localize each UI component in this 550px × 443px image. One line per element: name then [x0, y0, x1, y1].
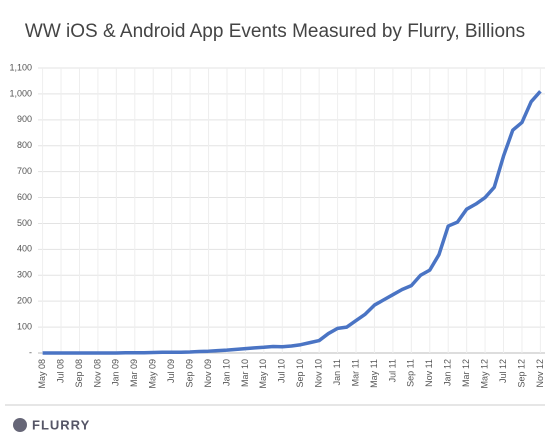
y-tick-label: 600 [17, 192, 32, 202]
y-tick-label: 500 [17, 218, 32, 228]
x-tick-label: May 09 [148, 359, 158, 389]
x-tick-label: Jul 09 [166, 359, 176, 383]
x-tick-label: Mar 11 [350, 359, 360, 386]
x-tick-label: Sep 11 [406, 359, 416, 387]
x-tick-label: Nov 09 [203, 359, 213, 388]
x-tick-label: Sep 10 [295, 359, 305, 388]
y-tick-label: 700 [17, 166, 32, 176]
x-tick-label: Sep 08 [74, 359, 84, 388]
y-tick-label: 200 [17, 296, 32, 306]
logo-icon [13, 418, 27, 432]
x-tick-label: May 08 [37, 359, 47, 389]
x-tick-label: May 11 [369, 359, 379, 388]
data-line [42, 90, 542, 355]
x-tick-label: Nov 11 [424, 359, 434, 387]
x-tick-label: Nov 08 [92, 359, 102, 388]
x-tick-label: Jan 09 [111, 359, 121, 386]
x-tick-label: Jan 10 [221, 359, 231, 386]
x-tick-label: Nov 10 [314, 359, 324, 388]
y-tick-label: - [29, 347, 32, 357]
x-tick-label: Nov 12 [535, 359, 545, 388]
x-tick-label: Jan 11 [332, 359, 342, 385]
y-tick-label: 400 [17, 244, 32, 254]
x-tick-label: Jul 12 [498, 359, 508, 383]
y-tick-label: 100 [17, 321, 32, 331]
x-tick-label: Mar 10 [240, 359, 250, 387]
x-tick-label: Jul 10 [277, 359, 287, 383]
logo: FLURRY [32, 417, 90, 432]
y-tick-label: 800 [17, 140, 32, 150]
x-tick-label: Jul 08 [55, 359, 65, 383]
y-tick-label: 1,000 [9, 88, 32, 98]
chart-title: WW iOS & Android App Events Measured by … [25, 21, 525, 42]
y-tick-label: 1,100 [9, 62, 32, 72]
x-tick-label: Jan 12 [443, 359, 453, 386]
x-tick-label: Sep 12 [516, 359, 526, 388]
x-tick-label: Jul 11 [387, 359, 397, 382]
y-tick-label: 900 [17, 114, 32, 124]
y-tick-label: 300 [17, 270, 32, 280]
x-tick-label: May 12 [479, 359, 489, 389]
x-tick-label: May 10 [258, 359, 268, 389]
x-tick-label: Mar 09 [129, 359, 139, 387]
x-tick-label: Mar 12 [461, 359, 471, 387]
x-tick-label: Sep 09 [184, 359, 194, 388]
